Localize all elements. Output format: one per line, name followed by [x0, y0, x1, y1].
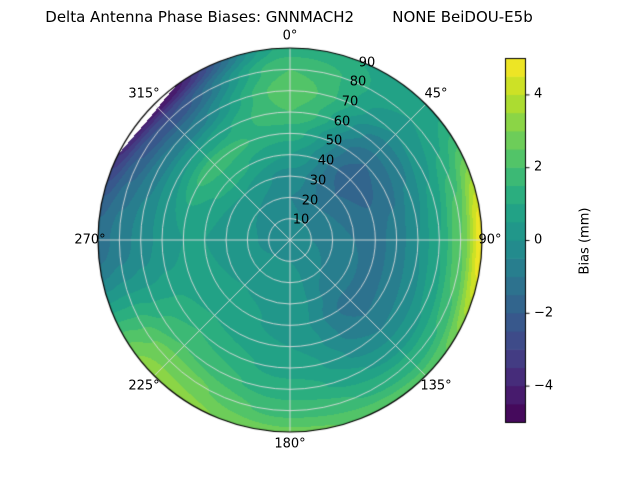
r-tick-label-80: 80	[349, 74, 367, 90]
r-tick-label-60: 60	[333, 114, 351, 130]
r-tick-label-90: 90	[358, 55, 376, 71]
colorbar-label: Bias (mm)	[577, 207, 593, 275]
theta-tick-label-225: 225°	[128, 378, 160, 394]
r-tick-label-50: 50	[325, 133, 343, 149]
theta-tick-label-45: 45°	[424, 86, 448, 102]
r-tick-label-20: 20	[301, 193, 319, 209]
colorbar-tick-label-4: 4	[534, 86, 543, 102]
r-tick-label-40: 40	[317, 153, 335, 169]
colorbar-tick-label-2: 2	[534, 159, 543, 175]
colorbar-tick-label--2: −2	[534, 305, 554, 321]
r-tick-label-10: 10	[292, 212, 310, 228]
r-tick-label-30: 30	[309, 173, 327, 189]
theta-tick-label-90: 90°	[478, 232, 502, 248]
theta-tick-label-315: 315°	[128, 86, 160, 102]
r-tick-label-70: 70	[341, 94, 359, 110]
theta-tick-label-0: 0°	[282, 28, 298, 44]
theta-tick-label-135: 135°	[420, 378, 452, 394]
colorbar-tick-label--4: −4	[534, 378, 554, 394]
theta-tick-label-270: 270°	[74, 232, 106, 248]
colorbar-tick-label-0: 0	[534, 232, 543, 248]
chart-title: Delta Antenna Phase Biases: GNNMACH2 NON…	[45, 8, 533, 26]
theta-tick-label-180: 180°	[274, 436, 306, 452]
